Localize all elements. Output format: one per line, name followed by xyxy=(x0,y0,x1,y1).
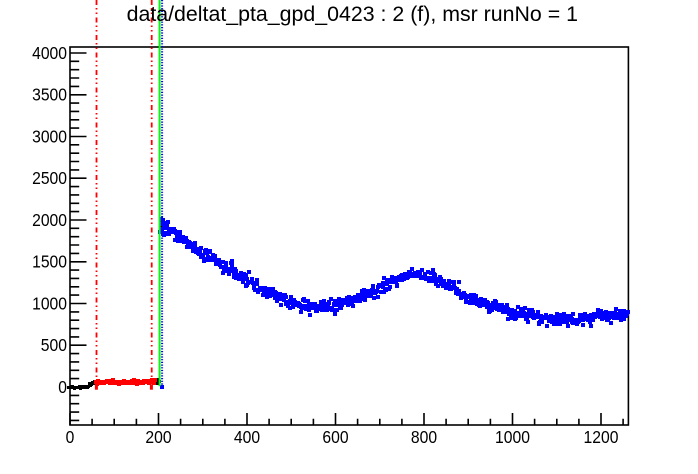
svg-text:800: 800 xyxy=(411,427,437,447)
svg-text:500: 500 xyxy=(41,335,67,355)
svg-text:1000: 1000 xyxy=(32,293,67,313)
svg-text:1200: 1200 xyxy=(584,427,619,447)
svg-text:3500: 3500 xyxy=(32,85,67,105)
svg-text:200: 200 xyxy=(145,427,171,447)
svg-text:400: 400 xyxy=(234,427,260,447)
svg-text:2000: 2000 xyxy=(32,210,67,230)
svg-text:0: 0 xyxy=(58,377,67,397)
svg-text:2500: 2500 xyxy=(32,168,67,188)
svg-text:4000: 4000 xyxy=(32,43,67,63)
svg-text:0: 0 xyxy=(66,427,75,447)
svg-text:1000: 1000 xyxy=(495,427,530,447)
svg-text:600: 600 xyxy=(322,427,348,447)
svg-text:1500: 1500 xyxy=(32,252,67,272)
svg-text:3000: 3000 xyxy=(32,126,67,146)
svg-text:data/deltat_pta_gpd_0423 : 2 (: data/deltat_pta_gpd_0423 : 2 (f), msr ru… xyxy=(127,2,578,26)
